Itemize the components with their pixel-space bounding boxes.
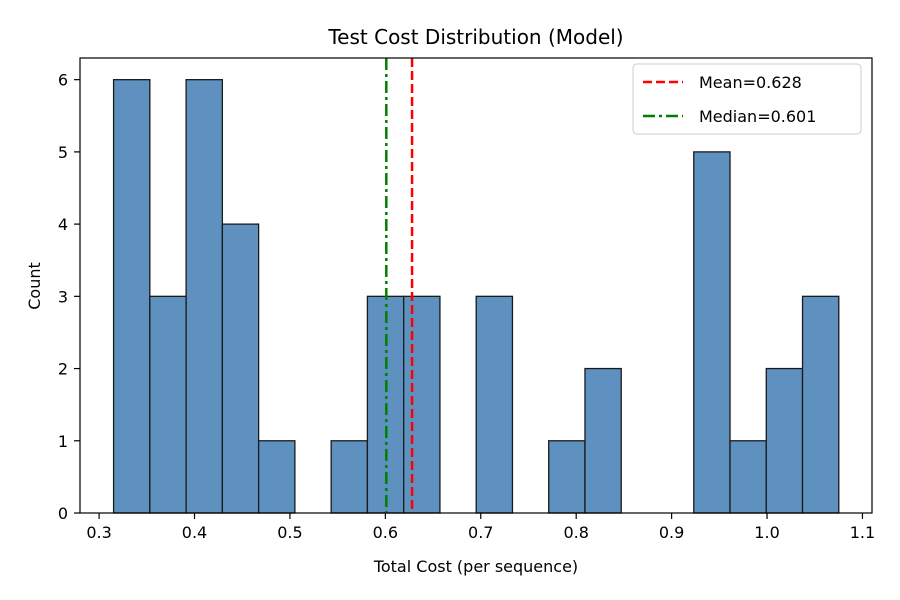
- x-tick-label: 1.1: [850, 523, 875, 542]
- histogram-bar: [801, 295, 840, 514]
- legend-entry: Median=0.601: [699, 107, 816, 126]
- x-tick-label: 0.8: [563, 523, 588, 542]
- plot-frame: [79, 57, 873, 514]
- histogram-bar: [149, 295, 187, 514]
- histogram-bar: [221, 223, 260, 514]
- histogram-bar: [330, 440, 369, 514]
- x-tick-label: 0.6: [373, 523, 398, 542]
- x-axis-label: Total Cost (per sequence): [373, 557, 578, 576]
- histogram-bars: [112, 79, 840, 514]
- y-tick-label: 0: [58, 504, 68, 523]
- y-tick-label: 4: [58, 215, 68, 234]
- histogram-bar: [403, 295, 441, 514]
- histogram-bar: [475, 295, 514, 514]
- histogram-bar: [765, 367, 804, 514]
- x-tick-label: 0.9: [659, 523, 684, 542]
- x-tick-label: 1.0: [754, 523, 779, 542]
- y-tick-label: 6: [58, 71, 68, 90]
- histogram-bar: [548, 440, 586, 514]
- x-tick-label: 0.7: [468, 523, 493, 542]
- chart-title: Test Cost Distribution (Model): [327, 25, 623, 49]
- legend: Mean=0.628 Median=0.601: [632, 63, 862, 135]
- y-tick-label: 5: [58, 143, 68, 162]
- histogram-bar: [112, 79, 151, 514]
- histogram-bar: [257, 440, 296, 514]
- x-tick-label: 0.4: [182, 523, 207, 542]
- histogram-bar: [584, 367, 622, 514]
- histogram-bar: [185, 79, 224, 514]
- x-axis-ticks: 0.3 0.4 0.5 0.6 0.7 0.8 0.9 1.0 1.1: [86, 513, 875, 542]
- histogram-bar: [693, 151, 731, 514]
- legend-entry: Mean=0.628: [699, 73, 802, 92]
- histogram-bar: [729, 440, 767, 514]
- y-tick-label: 2: [58, 360, 68, 379]
- y-tick-label: 3: [58, 287, 68, 306]
- y-axis-label: Count: [25, 262, 44, 310]
- y-axis-ticks: 0 1 2 3 4 5 6: [58, 71, 80, 523]
- y-tick-label: 1: [58, 432, 68, 451]
- legend-box: [632, 63, 862, 135]
- x-tick-label: 0.3: [86, 523, 111, 542]
- reference-lines: [385, 58, 414, 513]
- x-tick-label: 0.5: [277, 523, 302, 542]
